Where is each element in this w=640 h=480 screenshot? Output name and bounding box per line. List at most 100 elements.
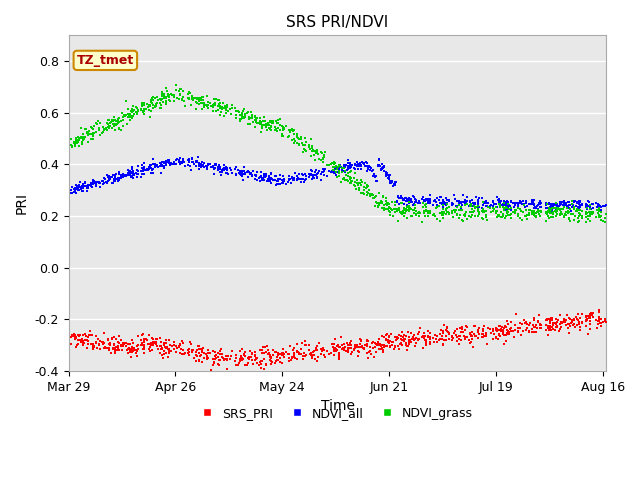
Point xyxy=(585,314,595,322)
Point xyxy=(334,162,344,169)
Point xyxy=(565,322,575,329)
Point xyxy=(140,100,150,108)
Point xyxy=(269,176,280,184)
Point xyxy=(459,332,469,340)
Point xyxy=(346,162,356,169)
Point xyxy=(363,182,373,190)
Point xyxy=(509,208,520,216)
Point xyxy=(284,357,294,365)
Point xyxy=(357,342,367,349)
Title: SRS PRI/NDVI: SRS PRI/NDVI xyxy=(287,15,388,30)
Point xyxy=(74,134,84,142)
Point xyxy=(217,167,227,174)
Point xyxy=(425,209,435,217)
Point xyxy=(562,204,572,212)
Point xyxy=(346,168,356,175)
Point xyxy=(127,169,137,177)
Point xyxy=(510,209,520,217)
Point xyxy=(196,94,206,102)
Point xyxy=(209,348,220,356)
Point xyxy=(117,346,127,354)
Point xyxy=(585,202,595,210)
Point xyxy=(152,335,162,343)
Point xyxy=(402,195,412,203)
Point xyxy=(406,198,417,206)
Point xyxy=(379,204,389,212)
Point xyxy=(536,203,546,211)
Point xyxy=(585,312,595,320)
Point xyxy=(545,323,556,330)
Point xyxy=(186,89,196,96)
Point xyxy=(278,350,288,358)
Point xyxy=(390,201,400,209)
Point xyxy=(400,194,410,202)
Point xyxy=(502,200,512,207)
Point xyxy=(330,162,340,170)
Point xyxy=(439,208,449,216)
Point xyxy=(143,340,153,348)
Point xyxy=(415,199,425,207)
Point xyxy=(568,210,578,218)
Point xyxy=(384,201,394,208)
Point xyxy=(175,92,185,99)
Point xyxy=(237,112,248,120)
Point xyxy=(546,203,556,211)
Point xyxy=(532,324,543,332)
Point xyxy=(545,323,556,331)
Point xyxy=(594,317,604,324)
Point xyxy=(294,350,304,358)
Point xyxy=(372,161,383,169)
Point xyxy=(132,167,143,175)
Point xyxy=(101,344,111,352)
Point xyxy=(353,348,363,355)
Point xyxy=(422,213,433,220)
Point xyxy=(81,344,92,352)
Point xyxy=(311,344,321,351)
Point xyxy=(472,198,483,206)
Point xyxy=(219,167,229,174)
Point xyxy=(425,340,435,348)
Point xyxy=(420,336,431,344)
Point xyxy=(127,112,137,120)
Point xyxy=(372,178,382,185)
Point xyxy=(459,198,469,205)
Point xyxy=(439,200,449,207)
Point xyxy=(532,202,543,210)
Point xyxy=(355,179,365,187)
Point xyxy=(221,356,232,364)
Point xyxy=(594,203,604,210)
Point xyxy=(581,213,591,221)
Point xyxy=(277,122,287,130)
Point xyxy=(276,177,287,184)
Point xyxy=(400,209,410,217)
Point xyxy=(543,204,553,212)
Point xyxy=(143,166,153,174)
Point xyxy=(595,212,605,219)
Point xyxy=(499,200,509,208)
Point xyxy=(184,351,195,359)
Point xyxy=(124,344,134,352)
Point xyxy=(289,353,299,361)
Point xyxy=(128,339,138,347)
Point xyxy=(473,203,483,210)
Point xyxy=(411,208,421,216)
Point xyxy=(261,348,271,356)
Point xyxy=(108,117,118,124)
Point xyxy=(474,208,484,216)
Point xyxy=(195,161,205,169)
Point xyxy=(78,133,88,141)
Point xyxy=(499,197,509,204)
Point xyxy=(349,164,360,172)
Point xyxy=(470,200,480,207)
Point xyxy=(268,346,278,354)
Point xyxy=(180,349,190,357)
Point xyxy=(556,325,566,333)
Point xyxy=(86,340,96,348)
Point xyxy=(525,206,536,214)
Point xyxy=(575,203,585,211)
Point xyxy=(479,208,489,216)
Point xyxy=(580,312,591,320)
Point xyxy=(339,174,349,182)
Point xyxy=(580,209,591,216)
Point xyxy=(153,96,163,104)
